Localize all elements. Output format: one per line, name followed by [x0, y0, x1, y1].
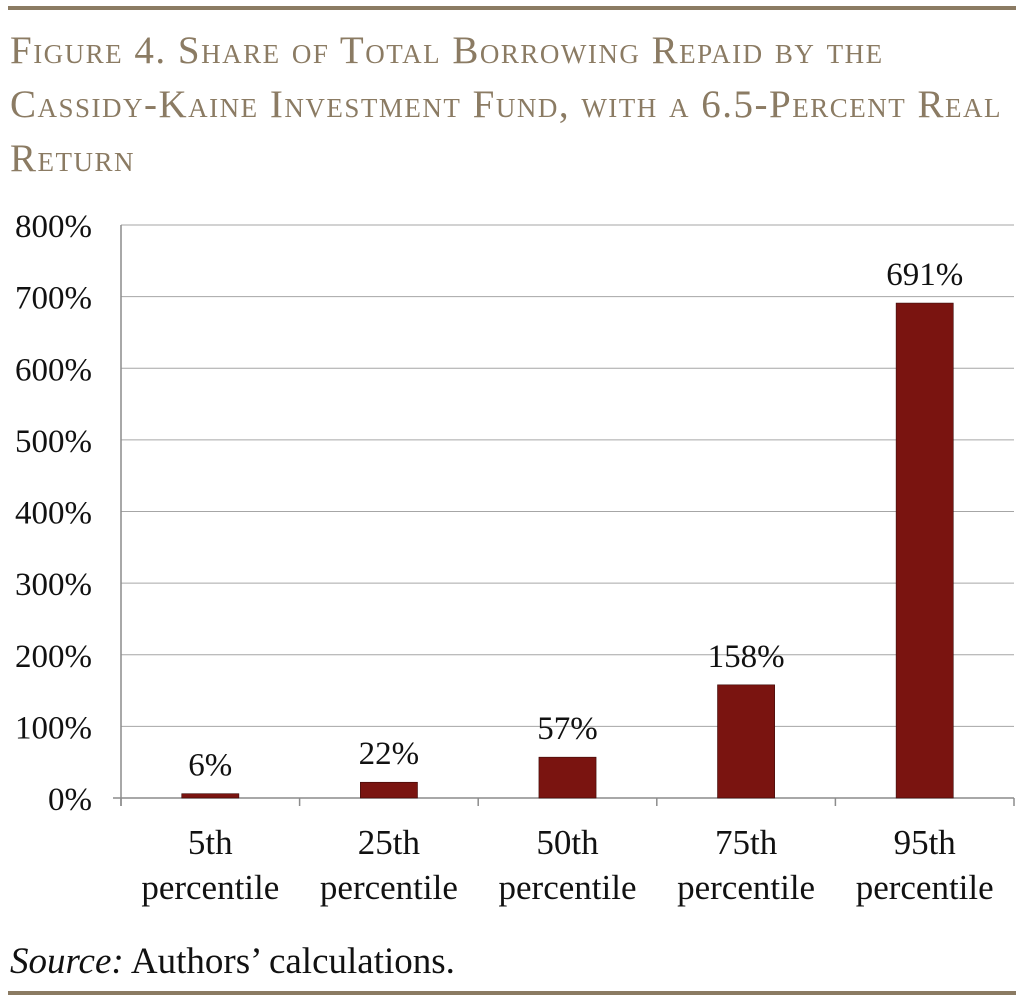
bar	[181, 793, 240, 799]
x-tick-label: percentile	[141, 868, 279, 907]
source-text: Authors’ calculations.	[123, 941, 455, 982]
source-label: Source:	[10, 941, 124, 982]
y-tick-label: 600%	[15, 352, 92, 388]
data-label: 6%	[188, 748, 232, 784]
x-tick-label: 25th	[358, 823, 421, 862]
x-tick-label: percentile	[856, 868, 994, 907]
source-note: Source: Authors’ calculations.	[10, 940, 455, 983]
x-tick-label: percentile	[320, 868, 458, 907]
y-tick-label: 200%	[15, 639, 92, 675]
x-tick-label: percentile	[677, 868, 815, 907]
x-tick-label: 50th	[536, 823, 599, 862]
x-tick-label: 95th	[894, 823, 957, 862]
figure-title: Figure 4. Share of Total Borrowing Repai…	[10, 29, 1002, 180]
data-label: 22%	[359, 736, 420, 772]
y-tick-label: 300%	[15, 567, 92, 603]
y-tick-label: 100%	[15, 710, 92, 746]
x-tick-label: 75th	[715, 823, 778, 862]
top-rule	[8, 6, 1016, 10]
bar-chart: 0% 100% 200% 300% 400% 500% 600% 700% 800% 6% 5th p…	[15, 209, 1015, 907]
data-label: 691%	[886, 257, 963, 293]
data-label: 57%	[537, 711, 598, 747]
data-label: 158%	[708, 639, 785, 675]
bar	[895, 302, 954, 799]
x-tick-label: 5th	[188, 823, 233, 862]
bar	[360, 781, 418, 799]
y-tick-label: 500%	[15, 424, 92, 460]
x-tick-label: percentile	[499, 868, 637, 907]
y-tick-label: 700%	[15, 281, 92, 317]
bar	[717, 684, 775, 799]
bar	[538, 756, 597, 799]
y-tick-label: 0%	[48, 782, 92, 818]
y-tick-label: 800%	[15, 209, 92, 245]
bottom-rule	[8, 991, 1016, 995]
y-tick-label: 400%	[15, 496, 92, 532]
